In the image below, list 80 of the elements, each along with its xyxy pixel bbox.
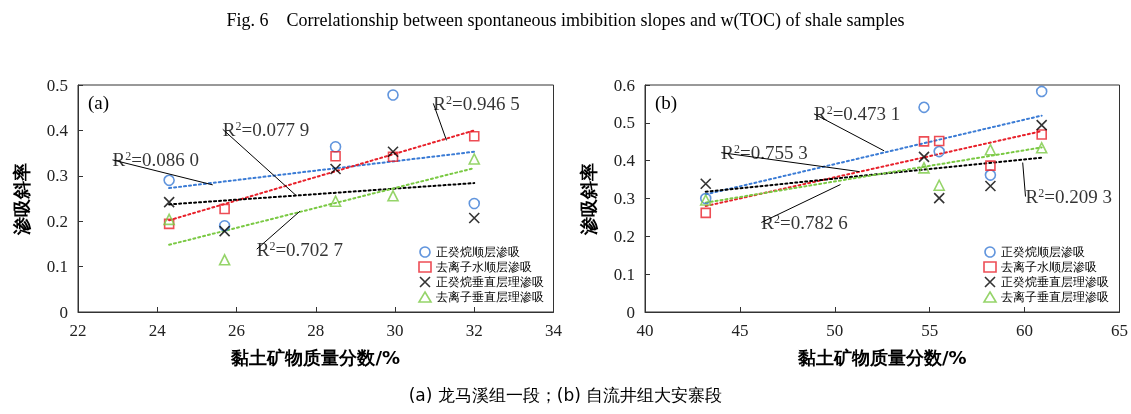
point [918, 101, 930, 114]
x-tick-label: 22 [69, 321, 87, 340]
y-axis-title: 渗吸斜率 [10, 162, 32, 236]
y-tick-label: 0.4 [613, 151, 636, 171]
y-tick-label: 0.1 [46, 257, 68, 277]
point [387, 189, 399, 202]
point [700, 207, 712, 219]
legend-label: 正癸烷顺层渗吸 [1001, 245, 1085, 259]
legend-label: 去离子水顺层渗吸 [436, 260, 532, 274]
point [468, 131, 480, 142]
point [918, 162, 930, 174]
y-axis-title: 渗吸斜率 [577, 162, 599, 236]
point [984, 169, 997, 181]
y-tick-label: 0 [626, 302, 635, 322]
point [1035, 142, 1048, 154]
y-tick-label: 0.6 [613, 75, 635, 95]
point [933, 135, 945, 147]
chart-title: Fig. 6 Correlationship between spontaneous imbibition slopes and w(TOC) of shale samples [225, 10, 906, 31]
y-tick-label: 0 [59, 302, 68, 322]
y-tick-label: 0.4 [46, 120, 69, 140]
point [468, 197, 481, 210]
point [933, 192, 945, 204]
point [387, 145, 399, 158]
legend-label: 去离子垂直层理渗吸 [1001, 290, 1109, 304]
point [933, 145, 945, 158]
x-tick-label: 50 [826, 321, 844, 340]
point [219, 203, 230, 215]
x-tick-label: 65 [1111, 321, 1128, 340]
point [163, 174, 175, 187]
x-tick-label: 24 [148, 321, 167, 340]
x-tick-label: 28 [307, 321, 325, 340]
y-tick-label: 0.2 [613, 226, 635, 246]
legend-label: 正癸烷垂直层理渗吸 [436, 275, 544, 289]
point [163, 196, 175, 208]
point [218, 225, 231, 237]
x-tick-label: 34 [545, 321, 563, 340]
point [387, 89, 399, 101]
point [984, 180, 997, 192]
x-tick-label: 26 [228, 321, 245, 340]
point [1036, 129, 1047, 140]
y-tick-label: 0.3 [613, 189, 635, 208]
point [329, 163, 342, 175]
y-tick-label: 0.2 [46, 211, 68, 231]
point [468, 153, 481, 165]
point [985, 160, 996, 171]
x-axis-title: 黏土矿物质量分数/% [796, 346, 967, 368]
y-tick-label: 0.5 [46, 75, 68, 95]
legend-label: 正癸烷顺层渗吸 [436, 245, 520, 259]
x-tick-label: 30 [386, 321, 404, 340]
point [163, 218, 175, 230]
x-tick-label: 45 [731, 321, 749, 340]
point [984, 143, 997, 156]
annotation: (b) [655, 92, 678, 114]
point [329, 195, 342, 208]
point [699, 177, 712, 190]
x-tick-label: 40 [636, 321, 654, 340]
text: (a) 龙马溪组一段；(b) 自流井组大安寨段 [407, 384, 724, 407]
point [163, 213, 175, 226]
x-axis-title: 黏土矿物质量分数/% [230, 346, 401, 368]
point [918, 136, 930, 147]
point [218, 253, 231, 266]
y-tick-label: 0.1 [613, 264, 635, 284]
point [218, 219, 231, 232]
y-tick-label: 0.5 [613, 113, 635, 133]
point [1035, 85, 1048, 98]
legend-label: 正癸烷垂直层理渗吸 [1001, 275, 1109, 289]
annotation: (a) [88, 92, 110, 114]
point [330, 150, 341, 162]
x-tick-label: 60 [1016, 321, 1034, 340]
legend-label: 去离子垂直层理渗吸 [436, 290, 544, 304]
point [1035, 119, 1048, 131]
x-tick-label: 55 [921, 321, 939, 340]
point [387, 151, 399, 163]
point [933, 179, 945, 192]
y-tick-label: 0.3 [46, 166, 68, 186]
point [468, 212, 481, 224]
x-tick-label: 32 [465, 321, 483, 340]
point [329, 140, 342, 153]
point [918, 151, 930, 163]
legend-label: 去离子水顺层渗吸 [1001, 260, 1097, 274]
